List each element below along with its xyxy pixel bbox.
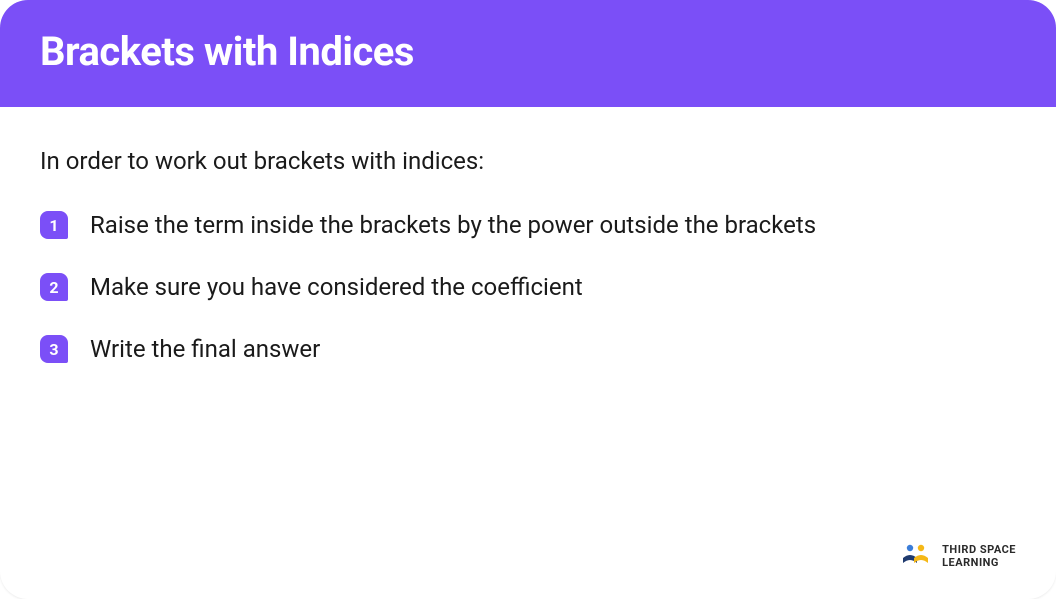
card-header: Brackets with Indices	[0, 0, 1056, 107]
step-item: 1 Raise the term inside the brackets by …	[40, 211, 1016, 239]
logo-text: THIRD SPACE LEARNING	[942, 543, 1016, 569]
logo-line-2: LEARNING	[942, 556, 1016, 569]
card-content: In order to work out brackets with indic…	[0, 107, 1056, 363]
step-number-badge: 2	[40, 273, 68, 301]
step-list: 1 Raise the term inside the brackets by …	[40, 211, 1016, 363]
step-text: Write the final answer	[90, 335, 320, 363]
step-text: Make sure you have considered the coeffi…	[90, 273, 583, 301]
brand-logo: THIRD SPACE LEARNING	[900, 543, 1016, 569]
logo-icon	[900, 543, 932, 569]
step-item: 3 Write the final answer	[40, 335, 1016, 363]
step-item: 2 Make sure you have considered the coef…	[40, 273, 1016, 301]
card-title: Brackets with Indices	[40, 28, 1016, 75]
step-number-badge: 1	[40, 211, 68, 239]
step-number-badge: 3	[40, 335, 68, 363]
step-text: Raise the term inside the brackets by th…	[90, 211, 816, 239]
lesson-card: Brackets with Indices In order to work o…	[0, 0, 1056, 599]
logo-line-1: THIRD SPACE	[942, 543, 1016, 556]
intro-text: In order to work out brackets with indic…	[40, 147, 1016, 175]
